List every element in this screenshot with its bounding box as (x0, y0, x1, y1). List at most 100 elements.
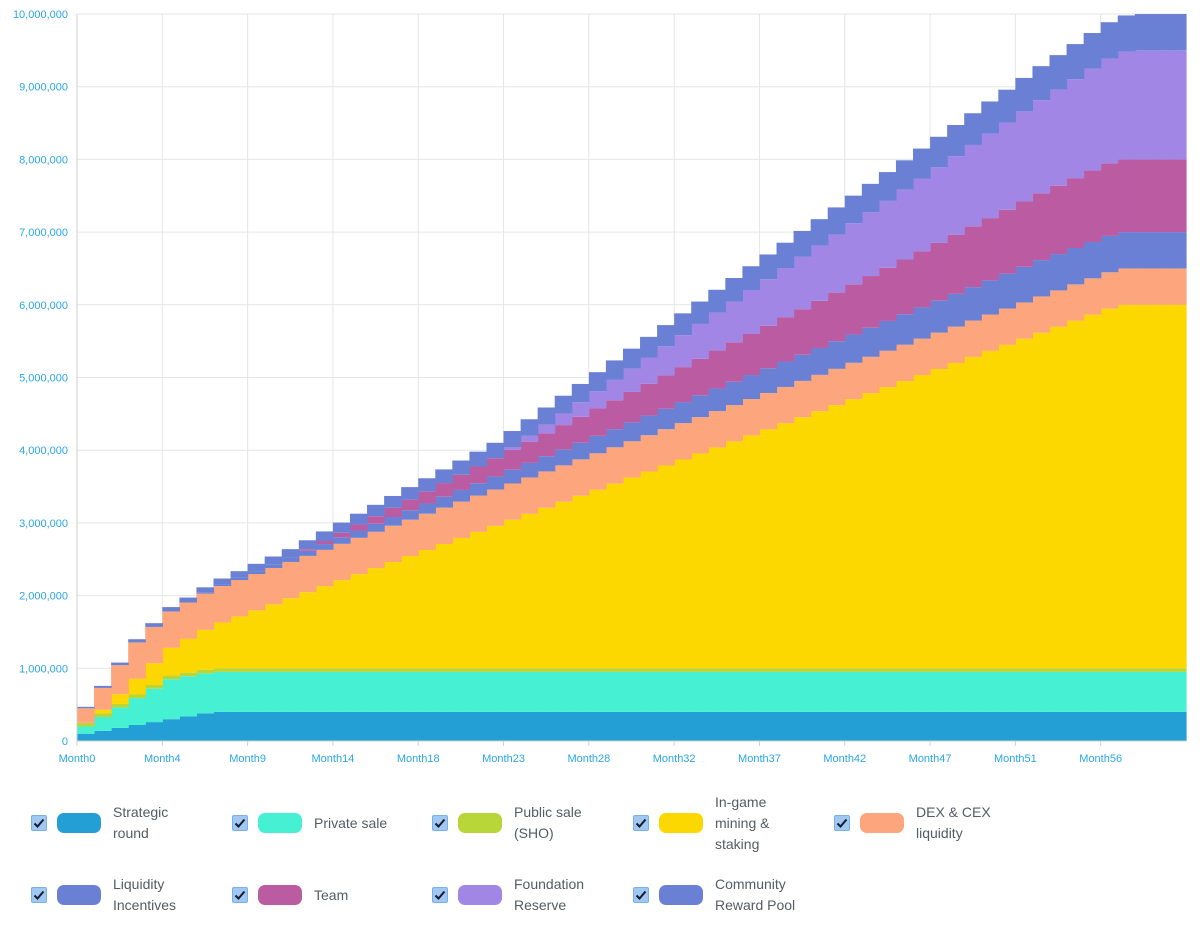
bar-segment (640, 357, 658, 384)
bar-segment (486, 442, 505, 459)
legend-swatch[interactable] (258, 885, 302, 905)
legend-swatch[interactable] (860, 813, 904, 833)
bar-segment (844, 284, 863, 335)
legend-swatch[interactable] (57, 885, 101, 905)
legend-label[interactable]: DEX & CEX liquidity (916, 802, 1008, 844)
bar-segment (384, 507, 402, 518)
legend-swatch[interactable] (57, 813, 101, 833)
checkbox-icon[interactable] (633, 815, 649, 831)
bar-segment (230, 577, 249, 581)
checkbox-icon[interactable] (232, 815, 248, 831)
checkbox-icon[interactable] (834, 815, 850, 831)
bar-segment (895, 189, 914, 260)
bar-segment (964, 226, 982, 288)
bar-segment (998, 711, 1016, 741)
legend-item-in-game-mining-staking[interactable]: In-game mining & staking (633, 793, 807, 853)
legend-label[interactable]: In-game mining & staking (715, 792, 807, 855)
bar-segment (674, 671, 692, 712)
bar-segment (213, 711, 232, 741)
bar-segment (793, 711, 812, 741)
bar-segment (349, 530, 368, 538)
legend-item-team[interactable]: Team (232, 865, 406, 925)
bar-segment (435, 469, 453, 484)
bar-segment (1032, 66, 1051, 101)
bar-segment (281, 557, 300, 562)
bar-segment (793, 256, 812, 310)
checkbox-icon[interactable] (432, 815, 448, 831)
bar-segment (111, 665, 129, 695)
bar-segment (503, 483, 522, 520)
bar-segment (247, 668, 266, 672)
bar-segment (486, 476, 505, 490)
bar-segment (793, 417, 812, 669)
bar-segment (640, 671, 658, 712)
legend-swatch[interactable] (659, 885, 703, 905)
bar-segment (162, 607, 180, 612)
legend-item-foundation-reserve[interactable]: Foundation Reserve (432, 865, 606, 925)
bar-segment (895, 668, 914, 672)
bar-segment (964, 711, 982, 741)
bar-segment (964, 320, 982, 357)
legend-swatch[interactable] (258, 813, 302, 833)
bar-segment (1151, 159, 1170, 233)
bar-segment (674, 402, 692, 424)
checkbox-icon[interactable] (31, 887, 47, 903)
bar-segment (537, 433, 556, 457)
checkbox-icon[interactable] (633, 887, 649, 903)
bar-segment (981, 711, 999, 741)
legend-label[interactable]: Team (314, 885, 406, 906)
bar-segment (810, 671, 829, 712)
bar-segment (810, 219, 829, 246)
bar-segment (725, 278, 743, 302)
checkbox-icon[interactable] (232, 887, 248, 903)
checkbox-icon[interactable] (432, 887, 448, 903)
checkbox-icon[interactable] (31, 815, 47, 831)
series-dex-cex-liquidity (77, 268, 1187, 723)
bar-segment (793, 668, 812, 672)
bar-segment (913, 178, 931, 252)
legend-label[interactable]: Public sale (SHO) (514, 802, 606, 844)
legend-swatch[interactable] (659, 813, 703, 833)
bar-segment (742, 266, 761, 291)
bar-segment (998, 273, 1016, 309)
bar-segment (844, 711, 863, 741)
bar-segment (554, 668, 573, 672)
legend-item-strategic-round[interactable]: Strategic round (31, 793, 205, 853)
bar-segment (281, 671, 300, 712)
legend-label[interactable]: Foundation Reserve (514, 874, 606, 916)
legend-swatch[interactable] (458, 885, 502, 905)
y-tick-label: 2,000,000 (19, 591, 68, 603)
legend-item-liquidity-incentives[interactable]: Liquidity Incentives (31, 865, 205, 925)
legend-label[interactable]: Private sale (314, 813, 406, 834)
bar-segment (844, 223, 863, 285)
bar-segment (196, 629, 215, 670)
legend-item-public-sale-sho[interactable]: Public sale (SHO) (432, 793, 606, 853)
legend-label[interactable]: Strategic round (113, 802, 205, 844)
bar-segment (418, 513, 436, 551)
bar-segment (1015, 711, 1034, 741)
x-tick-label: Month42 (823, 753, 866, 765)
bar-segment (418, 550, 436, 669)
legend-label[interactable]: Community Reward Pool (715, 874, 807, 916)
bar-segment (657, 671, 675, 712)
bar-segment (298, 550, 317, 556)
bar-segment (435, 711, 453, 741)
bar-segment (145, 623, 163, 627)
legend-label[interactable]: Liquidity Incentives (113, 874, 205, 916)
legend-item-dex-cex-liquidity[interactable]: DEX & CEX liquidity (834, 793, 1008, 853)
bar-segment (401, 671, 419, 712)
legend-label-line: Incentives (113, 897, 177, 913)
bar-segment (1083, 671, 1102, 712)
legend-swatch[interactable] (458, 813, 502, 833)
bar-segment (588, 668, 607, 672)
bar-segment (913, 338, 931, 376)
legend-item-community-reward-pool[interactable]: Community Reward Pool (633, 865, 807, 925)
bar-segment (895, 314, 914, 345)
bar-segment (315, 711, 334, 741)
bar-segment (930, 668, 948, 672)
bar-segment (1100, 163, 1119, 236)
bar-segment (162, 647, 180, 676)
bar-segment (503, 668, 522, 672)
bar-segment (1083, 241, 1102, 279)
legend-item-private-sale[interactable]: Private sale (232, 793, 406, 853)
